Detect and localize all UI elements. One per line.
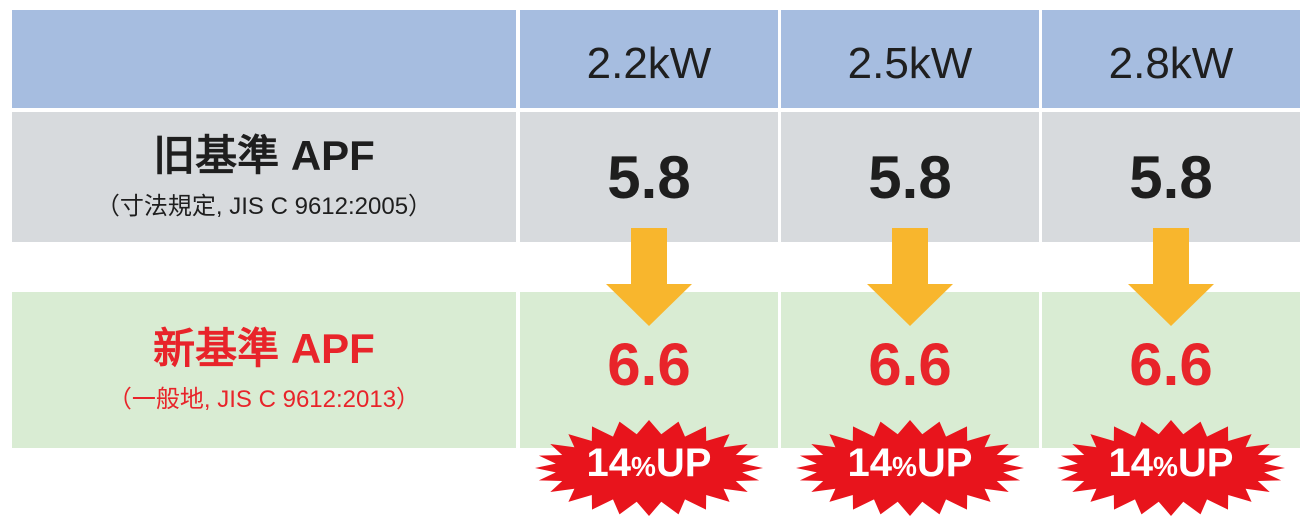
new-apf-value: 6.6 <box>1129 331 1213 398</box>
old-apf-value: 5.8 <box>868 143 952 211</box>
badge-suffix: UP <box>655 441 712 485</box>
old-apf-value: 5.8 <box>607 143 691 211</box>
old-value-cell: 5.8 <box>1042 112 1300 242</box>
column-label: 2.8kW <box>1108 39 1234 88</box>
header-cell-2-2kw: 2.2kW <box>520 10 778 108</box>
old-standard-title: 旧基準 APF <box>153 132 375 180</box>
starburst-icon <box>796 420 1024 516</box>
badge-percent-sign: % <box>892 451 917 482</box>
starburst-icon <box>1057 420 1285 516</box>
old-standard-subtitle: （寸法規定, JIS C 9612:2005） <box>95 192 433 220</box>
new-apf-value: 6.6 <box>607 331 691 398</box>
badge-suffix: UP <box>1177 441 1234 485</box>
header-empty-cell <box>12 10 516 108</box>
new-standard-subtitle: （一般地, JIS C 9612:2013） <box>107 385 421 413</box>
header-cell-2-8kw: 2.8kW <box>1042 10 1300 108</box>
column-label: 2.2kW <box>586 39 712 88</box>
column-label: 2.5kW <box>847 39 973 88</box>
badge-number: 14 <box>586 441 632 485</box>
new-standard-title: 新基準 APF <box>153 325 375 373</box>
badge-suffix: UP <box>916 441 973 485</box>
increase-badge: 14%UP <box>795 441 1025 486</box>
starburst-icon <box>535 420 763 516</box>
old-apf-value: 5.8 <box>1129 143 1213 211</box>
down-arrow-icon <box>606 228 692 326</box>
old-standard-label-cell: 旧基準 APF （寸法規定, JIS C 9612:2005） <box>12 112 516 242</box>
badge-number: 14 <box>847 441 893 485</box>
badge-percent-sign: % <box>631 451 656 482</box>
down-arrow-icon <box>867 228 953 326</box>
badge-percent-sign: % <box>1153 451 1178 482</box>
header-cell-2-5kw: 2.5kW <box>781 10 1039 108</box>
new-standard-label-cell: 新基準 APF （一般地, JIS C 9612:2013） <box>12 292 516 448</box>
down-arrow-icon <box>1128 228 1214 326</box>
badge-number: 14 <box>1108 441 1154 485</box>
old-value-cell: 5.8 <box>520 112 778 242</box>
increase-badge: 14%UP <box>534 441 764 486</box>
new-apf-value: 6.6 <box>868 331 952 398</box>
increase-badge: 14%UP <box>1056 441 1286 486</box>
old-value-cell: 5.8 <box>781 112 1039 242</box>
